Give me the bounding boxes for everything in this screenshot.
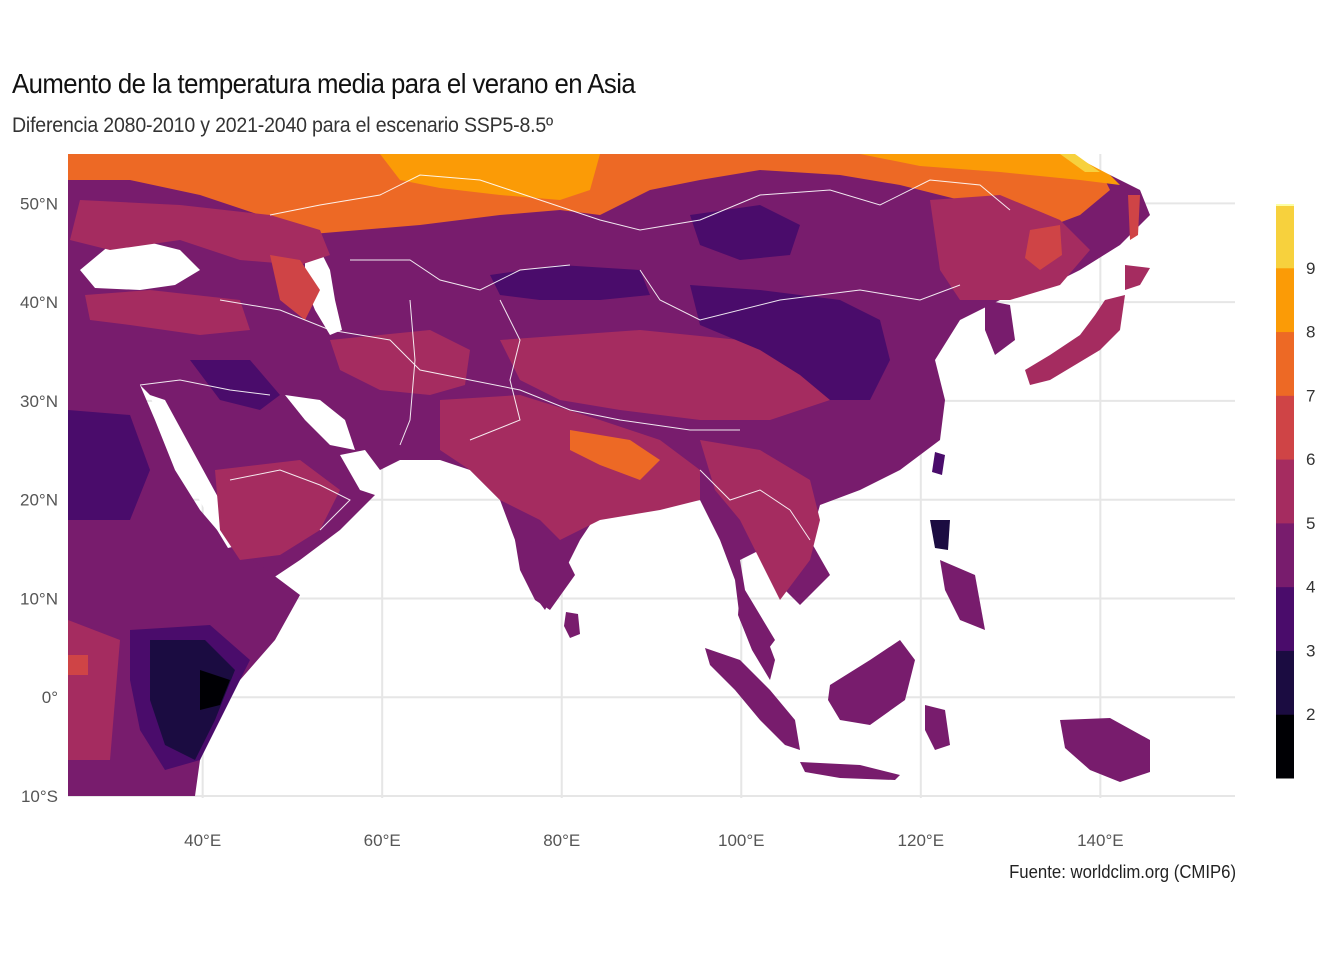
land-sumatra [705, 648, 800, 750]
land-sulawesi [925, 705, 950, 750]
zone-iraq [190, 360, 280, 410]
legend-swatch-top [1276, 204, 1294, 206]
x-tick-label: 140°E [1077, 831, 1124, 850]
x-tick-label: 40°E [184, 831, 221, 850]
y-tick-label: 40°N [20, 293, 58, 312]
black-sea [80, 240, 200, 290]
color-legend: 2 3 4 5 6 7 8 9 [1276, 204, 1315, 779]
zone-caucasus [270, 255, 320, 320]
legend-swatch [1276, 204, 1294, 269]
x-tick-label: 100°E [718, 831, 765, 850]
source-caption: Fuente: worldclim.org (CMIP6) [1009, 862, 1236, 882]
zone-mongolia [690, 205, 800, 260]
legend-swatch [1276, 650, 1294, 715]
zone-india-south [515, 540, 575, 610]
zone-kyrgyz [490, 265, 650, 300]
land-sakhalin [1128, 195, 1140, 240]
zone-arctic-east [860, 154, 1120, 185]
zone-arctic-yellow [1060, 154, 1100, 172]
legend-swatch [1276, 714, 1294, 779]
persian-gulf [285, 395, 355, 450]
land-hokkaido [1125, 265, 1150, 290]
chart-subtitle: Diferencia 2080-2010 y 2021-2040 para el… [12, 114, 554, 137]
legend-label: 2 [1306, 705, 1315, 724]
land-java [800, 762, 900, 780]
zone-siberia [68, 154, 1110, 235]
legend-label: 3 [1306, 641, 1315, 660]
zone-anatolia [85, 290, 250, 335]
legend-swatch [1276, 267, 1294, 333]
x-tick-label: 80°E [543, 831, 580, 850]
x-tick-label: 120°E [898, 831, 945, 850]
red-sea [150, 395, 240, 548]
legend-label: 8 [1306, 323, 1315, 342]
axis-ticks: 40°E 60°E 80°E 100°E 120°E 140°E 50°N 40°N 30°N 2… [20, 194, 1124, 850]
x-tick-label: 60°E [364, 831, 401, 850]
legend-label: 7 [1306, 386, 1315, 405]
zone-tibet [500, 330, 830, 420]
zone-somalia-black [200, 670, 230, 710]
land-korea [985, 300, 1015, 355]
land-borneo [828, 640, 915, 725]
zone-kazakh [70, 200, 330, 265]
legend-swatch [1276, 395, 1294, 460]
zone-africa-hot [68, 655, 88, 675]
legend-swatch [1276, 331, 1294, 396]
y-tick-label: 30°N [20, 392, 58, 411]
y-tick-label: 10°N [20, 589, 58, 608]
zone-iran [330, 330, 470, 395]
y-tick-label: 50°N [20, 194, 58, 213]
land-new-guinea [1060, 718, 1150, 782]
zone-arabia-south [215, 460, 340, 560]
legend-swatch [1276, 459, 1294, 524]
land-philippines [930, 520, 950, 550]
zone-sea [700, 440, 820, 600]
zone-sahara-dark [68, 410, 150, 520]
y-tick-label: 0° [42, 688, 58, 707]
land-philippines-south [940, 560, 985, 630]
legend-swatch [1276, 522, 1294, 588]
zone-ganges [570, 430, 660, 480]
land-taiwan [932, 452, 945, 475]
zone-manchuria [930, 195, 1090, 300]
legend-label: 5 [1306, 514, 1315, 533]
zone-gobi [690, 285, 890, 400]
y-tick-label: 10°S [21, 787, 58, 806]
chart-title: Aumento de la temperatura media para el … [12, 68, 636, 99]
zone-india-north [440, 395, 700, 540]
legend-label: 4 [1306, 578, 1315, 597]
legend-swatch [1276, 586, 1294, 651]
country-borders [139, 174, 1011, 541]
caspian-sea [305, 250, 342, 335]
legend-label: 9 [1306, 259, 1315, 278]
zone-sri-lanka [564, 612, 580, 638]
zone-somalia-darker [150, 640, 235, 760]
legend-label: 6 [1306, 450, 1315, 469]
land-japan [1025, 295, 1125, 385]
zone-arctic [380, 154, 600, 200]
land-layer [68, 154, 1150, 796]
y-tick-label: 20°N [20, 491, 58, 510]
zone-ne-china-hot [1025, 225, 1062, 270]
land-malaya [738, 590, 775, 680]
